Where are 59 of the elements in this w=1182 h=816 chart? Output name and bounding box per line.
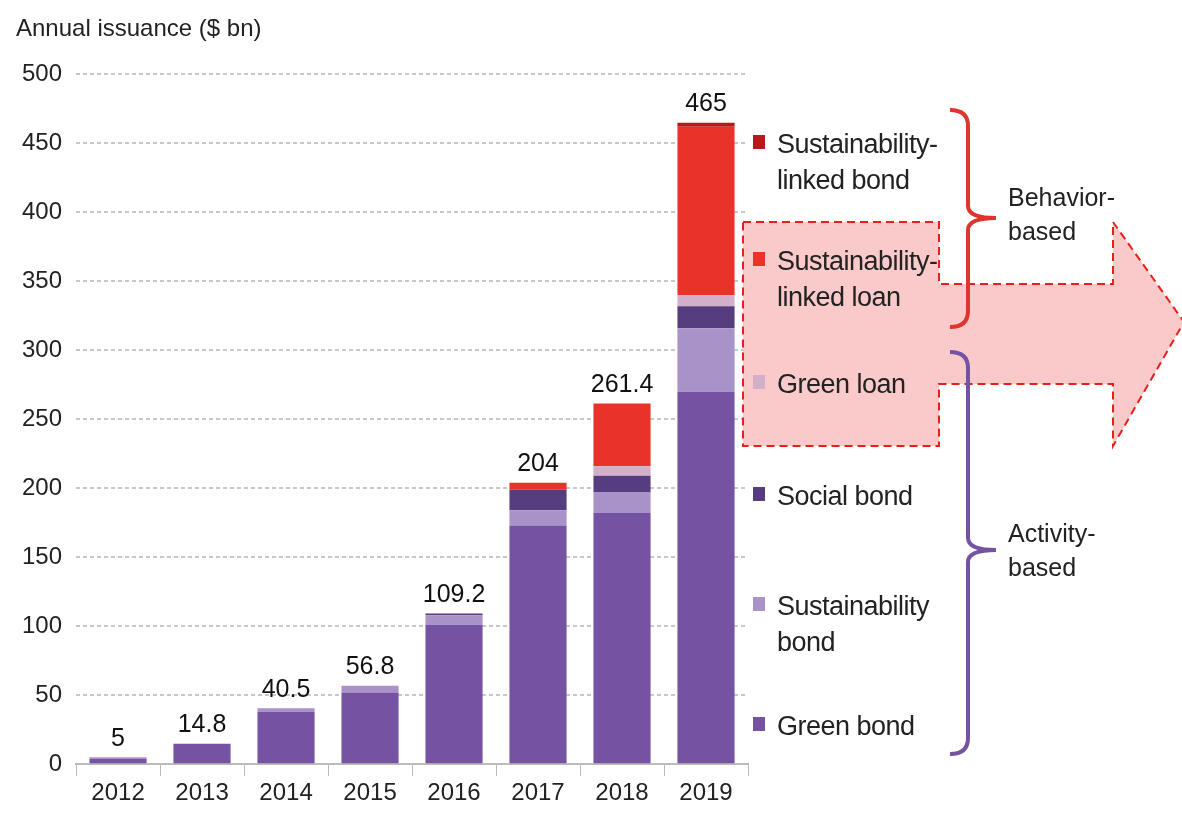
legend-label: Sustainability-linked loan: [777, 245, 939, 314]
bar: [677, 306, 735, 329]
y-tick-label: 200: [22, 472, 63, 500]
x-tick-label: 2019: [679, 778, 733, 806]
bar: [173, 743, 231, 764]
bar: [593, 403, 651, 467]
bar: [677, 126, 735, 296]
bar: [509, 510, 567, 526]
x-tick-label: 2014: [259, 778, 313, 806]
y-tick-label: 300: [22, 334, 63, 362]
bar: [341, 692, 399, 764]
bar: [593, 466, 651, 476]
bar: [677, 328, 735, 392]
y-tick-label: 350: [22, 265, 63, 293]
y-tick-label: 50: [35, 679, 63, 707]
total-label: 40.5: [261, 673, 311, 702]
legend-label: Social bond: [777, 480, 914, 513]
y-axis-title: Annual issuance ($ bn): [16, 14, 262, 42]
y-tick-label: 150: [22, 541, 63, 569]
bar: [677, 295, 735, 307]
text: Activity-based: [1008, 518, 1096, 583]
x-tick-label: 2015: [343, 778, 397, 806]
text: Behavior-based: [1008, 182, 1115, 247]
legend-label: Green loan: [777, 368, 907, 401]
legend-label: Sustainability bond: [777, 590, 931, 659]
total-label: 5: [111, 722, 125, 751]
y-tick-label: 250: [22, 403, 63, 431]
bar: [593, 513, 651, 764]
bar: [677, 122, 735, 127]
bar: [593, 475, 651, 493]
bar: [89, 758, 147, 764]
total-label: 261.4: [590, 368, 654, 397]
total-label: 14.8: [177, 709, 227, 738]
x-tick-label: 2017: [511, 778, 565, 806]
y-tick-label: 500: [22, 59, 63, 87]
total-label: 465: [685, 88, 727, 117]
x-tick-label: 2013: [175, 778, 229, 806]
x-tick-label: 2016: [427, 778, 481, 806]
bar: [257, 708, 315, 712]
bar: [257, 711, 315, 764]
x-tick-label: 2018: [595, 778, 649, 806]
bar: [509, 525, 567, 764]
total-label: 56.8: [345, 651, 395, 680]
y-tick-label: 400: [22, 196, 63, 224]
bar: [425, 615, 483, 625]
bar: [509, 482, 567, 490]
bar: [677, 391, 735, 764]
bar: [509, 489, 567, 511]
total-label: 109.2: [422, 578, 486, 607]
y-tick-label: 100: [22, 610, 63, 638]
total-label: 204: [517, 448, 559, 477]
legend-label: Sustainability-linked bond: [777, 128, 939, 197]
bar: [341, 685, 399, 693]
legend-label: Green bond: [777, 710, 916, 743]
bar: [425, 624, 483, 764]
x-tick-label: 2012: [91, 778, 145, 806]
y-tick-label: 0: [48, 748, 63, 776]
y-tick-label: 450: [22, 128, 63, 156]
bar: [593, 492, 651, 514]
